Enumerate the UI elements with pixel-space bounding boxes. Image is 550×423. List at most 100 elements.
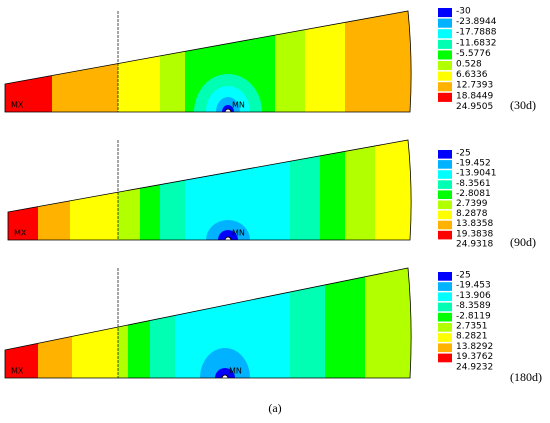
legend-label: -19.452: [456, 159, 491, 169]
caption: (a): [268, 401, 281, 415]
legend-label: 19.3762: [456, 352, 493, 362]
contour-band: [72, 268, 119, 378]
hole: [224, 108, 232, 112]
contour-band: [5, 11, 53, 112]
legend-swatch: [438, 200, 452, 210]
panel-label: (90d): [510, 235, 536, 249]
legend-label: 8.2878: [456, 209, 488, 219]
contour-ring: [206, 220, 250, 240]
legend-swatch: [438, 312, 452, 322]
legend-swatch: [438, 353, 452, 363]
legend-label: 0.528: [456, 60, 482, 70]
legend-swatch: [438, 50, 452, 60]
contour-band: [8, 140, 39, 240]
legend-label: -8.3561: [456, 179, 491, 189]
legend-label: -23.8944: [456, 17, 497, 27]
legend-label: 2.7351: [456, 322, 488, 332]
node-min: MN: [232, 229, 245, 238]
node-min: MN: [229, 367, 242, 376]
legend-swatch: [438, 180, 452, 189]
legend-swatch: [438, 82, 452, 92]
legend-swatch: [438, 343, 452, 353]
contour-band: [140, 140, 161, 240]
legend-label: -17.7888: [456, 28, 497, 38]
contour-ring: [206, 86, 250, 112]
contour-band: [275, 11, 306, 112]
legend-swatch: [438, 230, 452, 240]
legend-swatch: [438, 71, 452, 81]
legend-swatch: [438, 150, 452, 159]
legend-label: 18.8449: [456, 91, 493, 101]
legend-label: 13.8358: [456, 219, 493, 229]
legend-label: 24.9232: [456, 362, 493, 372]
contour-band: [160, 140, 186, 240]
outline: [7, 139, 412, 241]
legend-label: 6.6336: [456, 70, 488, 80]
legend-label: -2.8119: [456, 311, 491, 321]
node-max: MX: [14, 229, 27, 238]
legend-label: -5.5776: [456, 49, 491, 59]
legend-swatch: [438, 292, 452, 302]
contour-band: [345, 140, 376, 240]
contour-ring: [216, 97, 240, 112]
contour-plot: [5, 11, 412, 112]
contour-ring: [218, 230, 238, 240]
contour-band: [305, 11, 346, 112]
legend-label: 19.3838: [456, 229, 493, 239]
legend-label: -30: [456, 7, 471, 17]
legend-label: -11.6832: [456, 38, 496, 48]
contour-band: [160, 11, 186, 112]
contour-band: [38, 268, 73, 378]
contour-band: [118, 268, 129, 378]
legend-label: -13.9041: [456, 169, 496, 179]
legend-swatch: [438, 282, 452, 291]
legend-label: 13.8292: [456, 342, 493, 352]
panel-label: (180d): [510, 370, 542, 384]
contour-ring: [215, 368, 235, 378]
contour-ring: [194, 74, 262, 112]
legend-swatch: [438, 29, 452, 39]
contour-band: [150, 268, 176, 378]
legend-label: -13.906: [456, 291, 491, 301]
legend-label: -25: [456, 271, 471, 281]
legend-label: -8.3589: [456, 301, 491, 311]
node-max: MX: [11, 367, 24, 376]
legend-swatch: [438, 220, 452, 230]
contour-band: [365, 268, 412, 378]
legend-label: -25: [456, 149, 471, 159]
contour-band: [320, 140, 346, 240]
legend-swatch: [438, 61, 452, 71]
legend-label: 24.9505: [456, 102, 493, 112]
hole: [221, 374, 229, 378]
legend-label: 8.2821: [456, 332, 488, 342]
legend-swatch: [438, 39, 452, 49]
contour-band: [290, 140, 321, 240]
contour-band: [375, 140, 412, 240]
legend-label: -19.453: [456, 281, 491, 291]
legend-swatch: [438, 210, 452, 220]
contour-band: [70, 140, 119, 240]
legend-swatch: [438, 8, 452, 18]
panel-label: (30d): [510, 98, 536, 112]
contour-plot: [5, 268, 412, 378]
outline: [4, 10, 412, 113]
contour-band: [52, 11, 119, 112]
contour-band: [345, 11, 412, 112]
legend-label: -2.8081: [456, 189, 491, 199]
legend-swatch: [438, 333, 452, 342]
contour-band: [5, 268, 39, 378]
contour-plot: [8, 140, 412, 240]
legend-swatch: [438, 160, 452, 169]
legend-label: 2.7399: [456, 199, 488, 209]
legend-swatch: [438, 272, 452, 281]
node-min: MN: [232, 101, 245, 110]
legend-swatch: [438, 92, 452, 102]
hole: [224, 236, 232, 240]
contour-band: [38, 140, 71, 240]
outline: [4, 267, 412, 379]
contour-band: [118, 11, 161, 112]
legend-swatch: [438, 302, 452, 312]
legend-swatch: [438, 323, 452, 332]
legend-label: 12.7393: [456, 81, 493, 91]
